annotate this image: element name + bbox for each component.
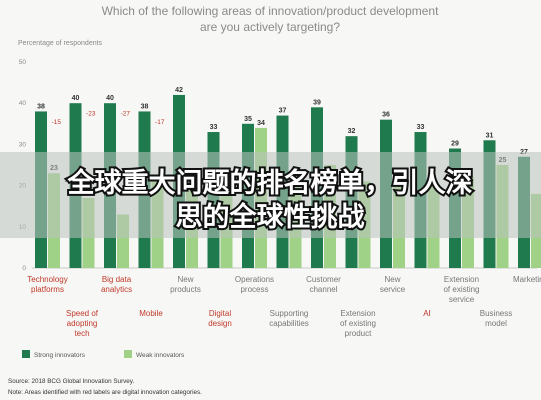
value-label-strong: 31 — [486, 132, 494, 139]
category-label-line: Speed of — [66, 309, 99, 318]
chart-title-line-2: are you actively targeting? — [200, 20, 340, 34]
category-label-line: model — [485, 319, 507, 328]
value-label-strong: 35 — [244, 116, 252, 123]
category-label-line: Supporting — [270, 309, 309, 318]
category-label-line: capabilities — [269, 319, 309, 328]
category-label-line: products — [170, 285, 201, 294]
category-label-line: AI — [423, 309, 431, 318]
footnote: Note: Areas identified with red labels a… — [8, 389, 202, 396]
value-label-strong: 39 — [313, 99, 321, 106]
value-label-strong: 33 — [210, 124, 218, 131]
legend-swatch-weak — [124, 350, 132, 358]
category-label-line: Technology — [27, 275, 67, 284]
value-label-weak: 34 — [257, 120, 265, 127]
value-label-strong: 40 — [72, 95, 80, 102]
category-label-line: process — [240, 285, 268, 294]
category-label-line: of existing — [340, 319, 376, 328]
category-label-line: Digital — [209, 309, 231, 318]
category-label-line: Extension — [340, 309, 375, 318]
category-label-line: analytics — [101, 285, 132, 294]
category-label-line: product — [345, 329, 372, 338]
category-label-line: design — [208, 319, 232, 328]
legend-swatch-strong — [22, 350, 30, 358]
y-tick-label: 30 — [19, 141, 27, 148]
value-label-strong: 29 — [451, 141, 459, 148]
chart-title-line-1: Which of the following areas of innovati… — [102, 4, 440, 18]
category-label-line: Operations — [235, 275, 274, 284]
delta-label: -15 — [52, 119, 62, 126]
value-label-strong: 42 — [175, 87, 183, 94]
category-label-line: of existing — [443, 285, 479, 294]
delta-label: -27 — [121, 111, 131, 118]
y-tick-label: 0 — [22, 265, 26, 272]
category-label-line: Big data — [102, 275, 132, 284]
legend: Strong innovators Weak innovators — [22, 350, 185, 359]
source-note: Source: 2018 BCG Global Innovation Surve… — [8, 378, 134, 385]
category-label-line: tech — [74, 329, 89, 338]
category-label: AI — [423, 309, 431, 318]
y-tick-label: 40 — [19, 100, 27, 107]
category-label-line: platforms — [31, 285, 64, 294]
category-label: Marketing — [513, 275, 541, 284]
delta-label: -23 — [86, 111, 96, 118]
value-label-strong: 38 — [37, 103, 45, 110]
category-label-line: New — [384, 275, 400, 284]
category-label-line: Extension — [444, 275, 479, 284]
y-axis-label: Percentage of respondents — [18, 40, 103, 47]
value-label-strong: 40 — [106, 95, 114, 102]
category-label-line: adopting — [67, 319, 98, 328]
y-tick-label: 50 — [19, 59, 27, 66]
value-label-strong: 32 — [348, 128, 356, 135]
category-label-line: New — [177, 275, 193, 284]
legend-label-strong: Strong innovators — [34, 352, 86, 359]
banner-overlay — [0, 152, 541, 238]
value-label-strong: 38 — [141, 103, 149, 110]
category-label-line: Marketing — [513, 275, 541, 284]
value-label-strong: 36 — [382, 112, 390, 119]
banner-line-2: 思的全球性挑战 — [176, 201, 365, 232]
category-label-line: Business — [480, 309, 512, 318]
delta-label: -17 — [155, 119, 165, 126]
category-label-line: Mobile — [139, 309, 163, 318]
value-label-strong: 37 — [279, 108, 287, 115]
banner-line-1: 全球重大问题的排名榜单，引人深 — [67, 167, 473, 198]
category-label-line: Customer — [306, 275, 341, 284]
value-label-strong: 33 — [417, 124, 425, 131]
category-label: Mobile — [139, 309, 163, 318]
legend-label-weak: Weak innovators — [136, 352, 185, 359]
category-label-line: service — [449, 295, 475, 304]
category-label-line: service — [380, 285, 406, 294]
category-label-line: channel — [309, 285, 337, 294]
